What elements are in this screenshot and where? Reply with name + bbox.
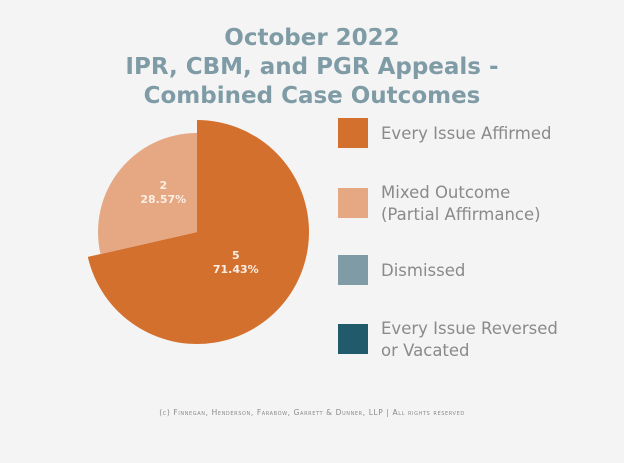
slice-value-label: 5: [232, 249, 240, 262]
legend-label: Every Issue Affirmed: [381, 124, 552, 143]
slice-percent-label: 28.57%: [140, 193, 186, 206]
slice-value-label: 2: [159, 179, 167, 192]
chart-title-line-3: Combined Case Outcomes: [143, 83, 481, 109]
legend-swatch: [338, 188, 368, 218]
legend-label: Every Issue Reversed: [381, 319, 558, 338]
chart-title-line-2: IPR, CBM, and PGR Appeals -: [125, 54, 499, 80]
pie-slice-0: [87, 120, 310, 345]
pie-chart: 571.43% 228.57%: [87, 120, 310, 345]
legend-label: (Partial Affirmance): [381, 205, 541, 224]
legend-swatch: [338, 255, 368, 285]
pie-slice-1: [98, 133, 197, 255]
legend-label: Dismissed: [381, 261, 466, 280]
copyright-footer: (c) Finnegan, Henderson, Farabow, Garret…: [159, 408, 465, 417]
legend-swatch: [338, 118, 368, 148]
chart-title-line-1: October 2022: [224, 25, 400, 51]
legend-swatch: [338, 324, 368, 354]
slice-percent-label: 71.43%: [213, 263, 259, 276]
legend-label: Mixed Outcome: [381, 183, 511, 202]
legend-label: or Vacated: [381, 341, 470, 360]
